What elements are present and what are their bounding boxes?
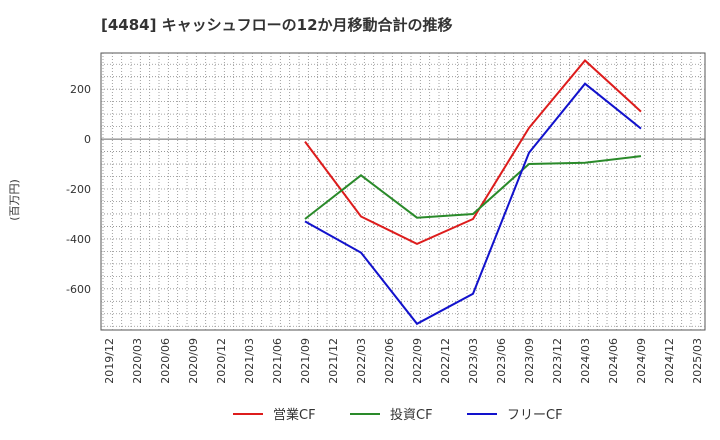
x-tick-label: 2023/09 — [523, 338, 536, 384]
y-axis-label: (百万円) — [8, 179, 21, 221]
y-tick-label: -600 — [66, 283, 91, 296]
y-tick-label: 200 — [70, 83, 91, 96]
plot-area: 200 0 -200 -400 -600 2019/12 2020/03 2020/06 202… — [66, 52, 706, 384]
x-tick-label: 2022/12 — [439, 338, 452, 384]
x-tick-label: 2022/06 — [383, 338, 396, 384]
legend: 営業CF 投資CF フリーCF — [233, 407, 563, 423]
x-tick-label: 2021/06 — [271, 338, 284, 384]
series-line-2 — [304, 155, 642, 220]
y-tick-label: 0 — [84, 133, 91, 146]
x-tick-label: 2024/03 — [579, 338, 592, 384]
x-tick-label: 2020/09 — [187, 338, 200, 384]
x-tick-label: 2022/09 — [411, 338, 424, 384]
series-line-1 — [304, 59, 642, 246]
x-tick-label: 2024/12 — [663, 338, 676, 384]
x-tick-label: 2020/03 — [131, 338, 144, 384]
x-tick-label: 2024/06 — [607, 338, 620, 384]
legend-label: 営業CF — [273, 407, 316, 423]
y-tick-label: -400 — [66, 233, 91, 246]
legend-label: 投資CF — [390, 407, 433, 423]
x-tick-label: 2021/09 — [299, 338, 312, 384]
x-tick-label: 2020/12 — [215, 338, 228, 384]
chart-title: [4484] キャッシュフローの12か月移動合計の推移 — [101, 16, 453, 34]
x-tick-label: 2025/03 — [691, 338, 704, 384]
x-tick-label: 2019/12 — [103, 338, 116, 384]
x-tick-label: 2022/03 — [355, 338, 368, 384]
x-tick-label: 2020/06 — [159, 338, 172, 384]
x-tick-label: 2021/03 — [243, 338, 256, 384]
x-tick-label: 2024/09 — [635, 338, 648, 384]
x-tick-label: 2023/12 — [551, 338, 564, 384]
series-line-3 — [304, 82, 642, 326]
x-tick-label: 2023/03 — [467, 338, 480, 384]
legend-label: フリーCF — [507, 408, 563, 423]
x-tick-label: 2021/12 — [327, 338, 340, 384]
x-tick-label: 2023/06 — [495, 338, 508, 384]
y-tick-label: -200 — [66, 183, 91, 196]
